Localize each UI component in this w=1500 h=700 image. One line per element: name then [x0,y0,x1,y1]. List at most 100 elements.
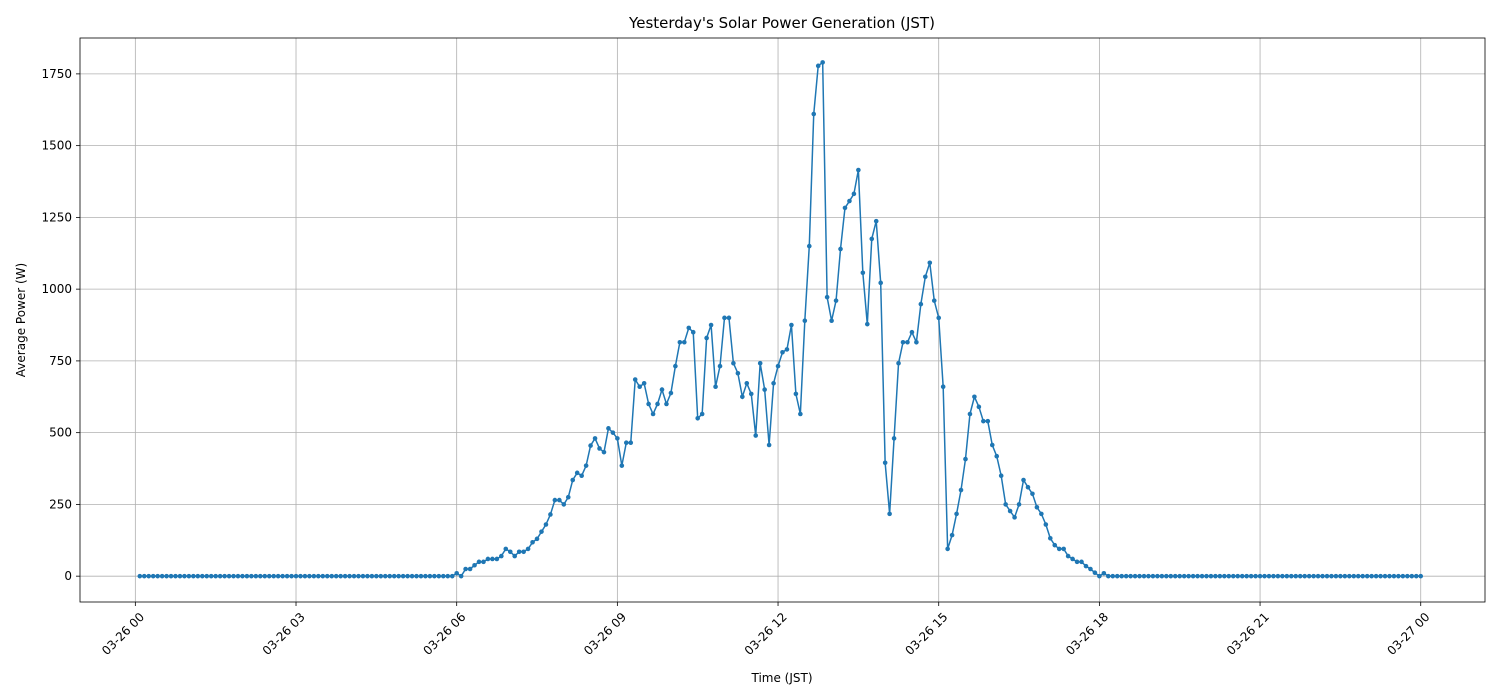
data-point [722,315,727,321]
data-point [931,298,937,303]
data-point [1003,502,1008,507]
data-point [1150,573,1156,579]
data-point [262,573,268,579]
data-point [1230,573,1236,579]
data-point [374,573,379,579]
data-point [686,325,692,331]
data-point [530,539,535,545]
data-point [1168,573,1174,579]
y-axis-label: Average Power (W) [14,263,28,377]
data-point [472,562,477,568]
data-point [485,556,491,562]
data-point [1288,573,1294,579]
data-point [186,573,192,579]
data-point [307,573,312,579]
y-tick-label: 750 [49,354,72,368]
data-point [449,573,455,579]
data-point [1181,573,1187,579]
data-point [1070,556,1075,562]
data-point [914,339,919,345]
data-point [713,384,718,390]
data-point [592,436,598,441]
data-point [1409,573,1415,579]
data-point [748,391,754,397]
data-point [775,363,781,369]
data-point [789,322,794,328]
data-point [923,274,928,280]
data-point [820,60,825,65]
data-point [249,573,254,579]
data-point [891,436,897,441]
data-point [860,270,866,276]
data-point [436,573,442,579]
x-tick-label: 03-26 21 [1224,610,1272,658]
data-point [208,573,214,579]
data-point [668,390,674,396]
data-point [664,401,669,407]
data-line [139,60,1421,578]
data-point [503,546,509,552]
x-tick-label: 03-26 03 [260,610,308,658]
data-point [548,512,553,517]
data-point [467,566,473,572]
data-point [204,573,210,579]
data-point [673,363,678,369]
data-point [369,573,375,579]
data-point [351,573,357,579]
x-tick-label: 03-26 18 [1063,610,1111,658]
data-point [414,573,419,579]
data-point [1253,573,1258,579]
data-point [704,335,709,341]
data-point [851,191,857,197]
data-point [619,463,625,468]
data-point [1061,546,1066,552]
data-point [811,111,817,117]
data-point [967,411,973,417]
data-point [717,363,723,369]
data-point [1378,573,1383,579]
data-point [972,394,977,400]
data-point [936,315,942,321]
x-tick-label: 03-26 00 [99,610,147,658]
data-point [994,453,1000,459]
data-point [512,553,518,559]
data-point [235,573,241,579]
data-point [1413,573,1419,579]
data-point [1128,573,1133,579]
data-point [222,573,227,579]
data-point [534,536,540,542]
data-point [1146,573,1151,579]
data-point [900,339,906,345]
data-point [258,573,263,579]
data-point [1315,573,1321,579]
data-point [342,573,348,579]
data-point [280,573,285,579]
plot-area [137,60,1424,579]
data-point [1280,573,1285,579]
data-point [137,573,143,579]
x-tick-label: 03-27 00 [1384,610,1432,658]
data-point [199,573,205,579]
data-point [1106,573,1111,579]
data-point [628,440,634,446]
data-point [1244,573,1249,579]
data-point [1391,573,1397,579]
data-point [780,349,785,355]
data-point [753,433,759,438]
data-point [454,570,459,576]
data-point [1226,573,1232,579]
data-point [1382,573,1388,579]
data-point [1110,573,1116,579]
data-point [1199,573,1205,579]
data-point [1342,573,1348,579]
data-point [869,236,875,242]
data-point [293,573,299,579]
data-point [1293,573,1299,579]
data-point [579,473,584,479]
data-point [1155,573,1160,579]
data-point [601,449,607,455]
data-point [516,549,522,555]
data-point [378,573,384,579]
data-point [1266,573,1272,579]
data-point [284,573,290,579]
